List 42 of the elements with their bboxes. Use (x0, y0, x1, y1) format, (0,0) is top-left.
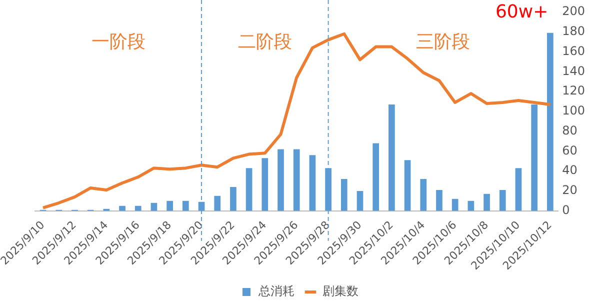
bar (388, 104, 395, 211)
annotation: 三阶段 (416, 32, 470, 53)
y-tick-label: 60 (562, 143, 578, 158)
y-tick-label: 40 (562, 163, 578, 178)
bar (262, 158, 268, 211)
bar (436, 190, 442, 211)
bar (404, 160, 411, 211)
bar (420, 179, 427, 211)
bar (499, 190, 506, 211)
y-tick-label: 20 (562, 183, 578, 198)
y-tick-label: 180 (562, 24, 585, 38)
bar (214, 196, 221, 211)
bar (166, 200, 173, 211)
y-tick-label: 120 (562, 84, 585, 98)
y-tick-label: 200 (562, 4, 585, 18)
bar (356, 190, 364, 211)
bar (372, 143, 380, 211)
annotation: 60w+ (495, 2, 548, 23)
bar (246, 168, 252, 211)
y-tick-label: 0 (562, 202, 570, 217)
bar (278, 149, 284, 211)
bar (119, 206, 126, 211)
bar (230, 186, 236, 211)
bar (531, 104, 538, 211)
y-tick-label: 140 (562, 64, 585, 78)
y-tick-label: 100 (562, 104, 585, 118)
bar (452, 198, 458, 211)
bar (340, 179, 348, 211)
bar (293, 149, 300, 211)
bar (468, 200, 474, 211)
y-tick-label: 80 (562, 123, 578, 138)
bar (515, 168, 522, 211)
y-tick-label: 160 (562, 44, 585, 58)
bar (484, 194, 490, 211)
bar (547, 32, 554, 211)
bar (309, 155, 316, 211)
legend-label: 剧集数 (322, 284, 358, 298)
annotation: 二阶段 (238, 32, 292, 53)
bar (182, 200, 189, 211)
legend-label: 总消耗 (258, 284, 294, 298)
bar (134, 206, 142, 211)
annotation: 一阶段 (91, 32, 146, 53)
